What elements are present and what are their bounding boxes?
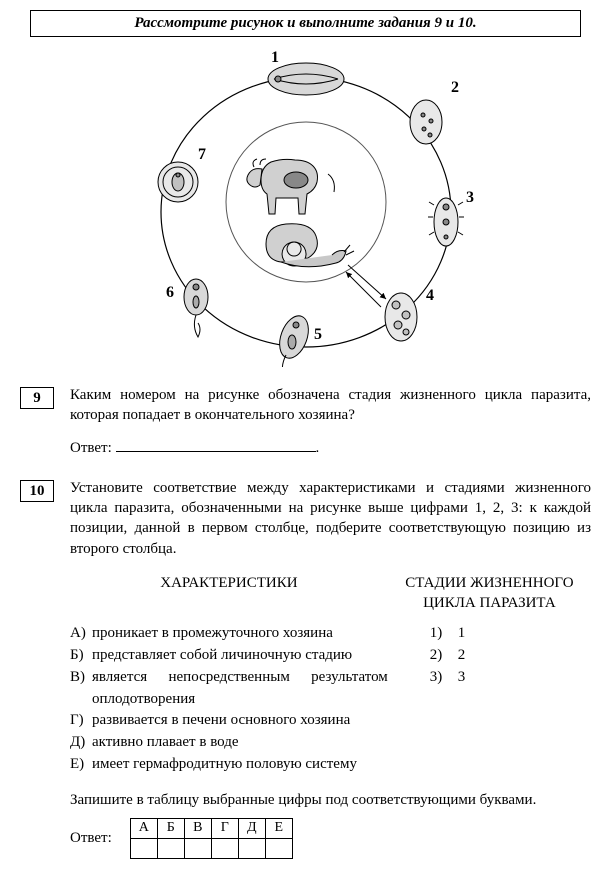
option-text: является непосредственным результатом оп… — [92, 667, 388, 711]
stage-5-icon — [274, 312, 313, 367]
task-10-text: Установите соответствие между характерис… — [70, 478, 591, 559]
stage-1-icon — [268, 63, 344, 95]
answer-header-cell: Б — [157, 818, 184, 838]
option-key: В) — [70, 667, 92, 711]
option-text: имеет гермафродитную половую систему — [92, 754, 388, 776]
task-9-answer-line: Ответ: . — [70, 438, 591, 458]
stage-4-icon — [385, 293, 417, 341]
stage-6-icon — [184, 279, 208, 337]
stage-key: 1) — [430, 623, 458, 645]
svg-text:2: 2 — [451, 79, 459, 96]
option-text: представляет собой личиночную стадию — [92, 645, 388, 667]
answer-table: АБВГДЕ — [130, 818, 293, 859]
stage-row: 3)3 — [388, 667, 591, 689]
svg-text:1: 1 — [271, 49, 279, 66]
svg-text:3: 3 — [466, 189, 474, 206]
stages-list: 1)12)23)3 — [388, 623, 591, 688]
option-key: Г) — [70, 710, 92, 732]
stage-text: 3 — [458, 667, 591, 689]
stages-header: СТАДИИ ЖИЗНЕННОГО ЦИКЛА ПАРАЗИТА — [388, 573, 591, 614]
option-text: активно плавает в воде — [92, 732, 388, 754]
lifecycle-figure: 1 2 3 4 5 6 7 — [136, 47, 476, 367]
snail-host-icon — [266, 224, 354, 267]
option-key: Е) — [70, 754, 92, 776]
answer-blank[interactable] — [116, 451, 316, 452]
answer-input-cell[interactable] — [265, 838, 292, 858]
task-number-9: 9 — [20, 387, 54, 409]
option-text: проникает в промежуточного хозяина — [92, 623, 388, 645]
answer-header-cell: В — [184, 818, 211, 838]
table-instruction: Запишите в таблицу выбранные цифры под с… — [70, 790, 591, 810]
option-row: В)является непосредственным результатом … — [70, 667, 388, 711]
answer-input-cell[interactable] — [184, 838, 211, 858]
answer-label: Ответ: — [70, 440, 112, 456]
cow-host-icon — [246, 159, 334, 214]
stage-key: 2) — [430, 645, 458, 667]
answer-input-cell[interactable] — [157, 838, 184, 858]
stage-row: 2)2 — [388, 645, 591, 667]
answer-input-cell[interactable] — [130, 838, 157, 858]
option-row: Г)развивается в печени основного хозяина — [70, 710, 388, 732]
option-key: А) — [70, 623, 92, 645]
instruction-box: Рассмотрите рисунок и выполните задания … — [30, 10, 581, 37]
characteristics-header: ХАРАКТЕРИСТИКИ — [70, 573, 388, 593]
task-number-10: 10 — [20, 480, 54, 502]
answer-input-cell[interactable] — [238, 838, 265, 858]
task-10: 10 Установите соответствие между характе… — [20, 478, 591, 859]
task-9-text: Каким номером на рисунке обозначена стад… — [70, 385, 591, 426]
options-list: А)проникает в промежуточного хозяинаБ)пр… — [70, 623, 388, 775]
svg-text:5: 5 — [314, 326, 322, 343]
stage-text: 2 — [458, 645, 591, 667]
stage-text: 1 — [458, 623, 591, 645]
option-row: Д)активно плавает в воде — [70, 732, 388, 754]
option-row: Е)имеет гермафродитную половую систему — [70, 754, 388, 776]
svg-text:6: 6 — [166, 284, 174, 301]
option-row: Б)представляет собой личиночную стадию — [70, 645, 388, 667]
answer-header-cell: Д — [238, 818, 265, 838]
stage-7-icon — [158, 162, 198, 202]
stage-2-icon — [410, 100, 442, 144]
stage-key: 3) — [430, 667, 458, 689]
stage-row: 1)1 — [388, 623, 591, 645]
answer-header-cell: Е — [265, 818, 292, 838]
svg-text:7: 7 — [198, 146, 206, 163]
option-row: А)проникает в промежуточного хозяина — [70, 623, 388, 645]
svg-text:4: 4 — [426, 287, 434, 304]
answer-header-cell: Г — [211, 818, 238, 838]
answer-input-cell[interactable] — [211, 838, 238, 858]
option-text: развивается в печени основного хозяина — [92, 710, 388, 732]
answer-label-10: Ответ: — [70, 828, 112, 848]
answer-header-cell: А — [130, 818, 157, 838]
stage-3-icon — [428, 198, 464, 246]
task-9: 9 Каким номером на рисунке обозначена ст… — [20, 385, 591, 458]
option-key: Д) — [70, 732, 92, 754]
option-key: Б) — [70, 645, 92, 667]
